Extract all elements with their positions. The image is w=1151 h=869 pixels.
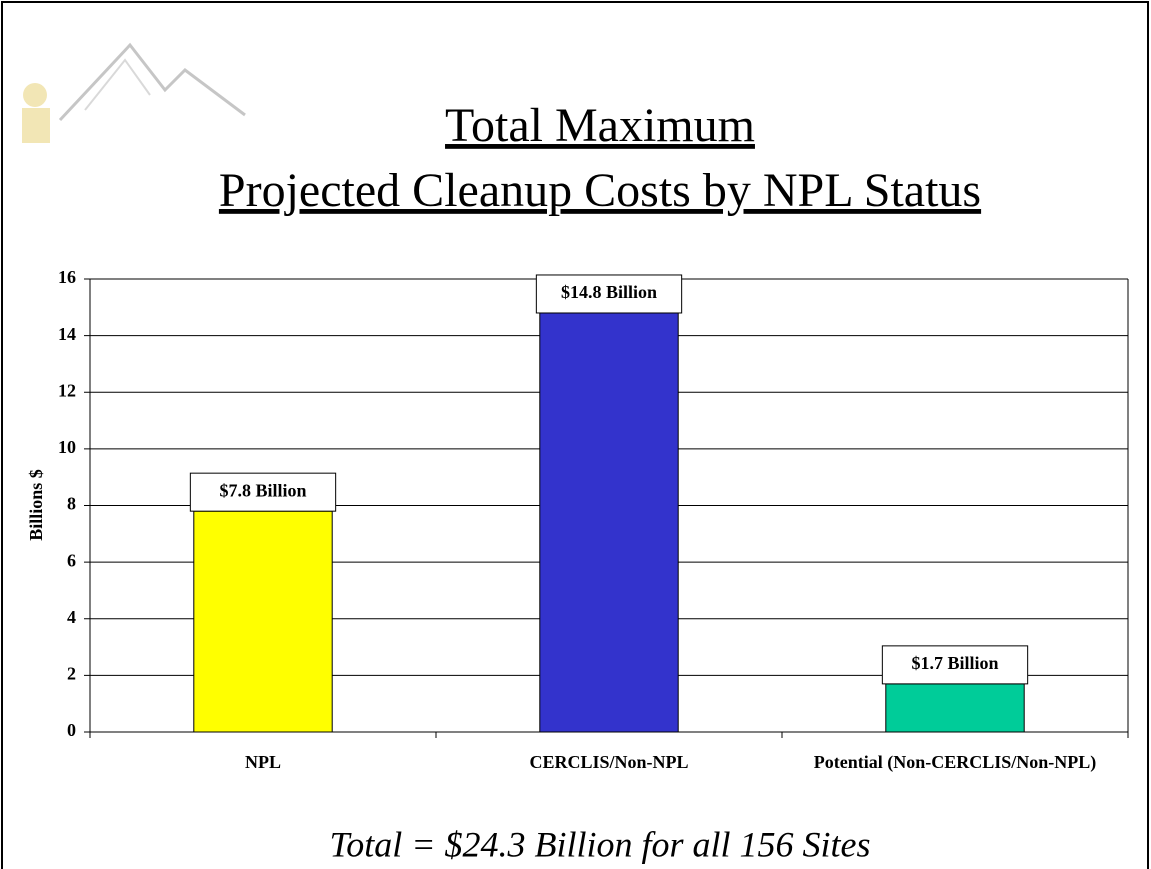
y-tick-label: 12 (58, 380, 76, 400)
data-label-box (881, 645, 1029, 685)
data-label: $14.8 Billion (561, 282, 657, 302)
y-tick-label: 10 (58, 437, 76, 457)
y-axis-label: Billions $ (26, 469, 46, 541)
x-tick-label: NPL (245, 752, 281, 772)
y-tick-label: 6 (67, 550, 76, 570)
chart-subtitle: Projected Cleanup Costs by NPL Status (219, 164, 981, 217)
y-tick-label: 0 (67, 720, 76, 740)
y-tick-label: 16 (58, 267, 76, 287)
data-label-box (189, 472, 337, 512)
y-tick-label: 8 (67, 494, 76, 514)
chart-title: Total Maximum (445, 99, 755, 152)
y-tick-label: 4 (67, 607, 76, 627)
bar (539, 312, 679, 733)
y-tick-label: 14 (58, 324, 76, 344)
y-tick-label: 2 (67, 664, 76, 684)
bar (193, 510, 333, 733)
data-label: $7.8 Billion (219, 480, 306, 500)
bar (885, 683, 1025, 733)
annotation: Total = $24.3 Billion for all 156 Sites (329, 824, 870, 864)
data-label: $1.7 Billion (911, 653, 998, 673)
logo (22, 42, 246, 143)
x-tick-label: Potential (Non-CERCLIS/Non-NPL) (813, 752, 1097, 772)
data-label-box (535, 274, 683, 314)
x-tick-label: CERCLIS/Non-NPL (529, 752, 689, 772)
